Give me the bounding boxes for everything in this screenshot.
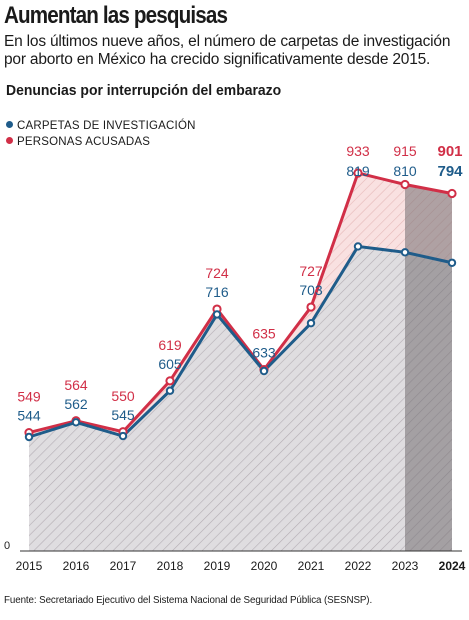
point-carpetas-2023: [400, 248, 410, 257]
data-label-carpetas-2021: 703: [299, 282, 323, 298]
data-label-carpetas-2022: 819: [346, 163, 370, 179]
data-label-carpetas-2018: 605: [158, 356, 182, 372]
x-tick-label-2020: 2020: [251, 559, 278, 573]
chart-title-text: Denuncias por interrupción del embarazo: [6, 82, 282, 99]
x-tick-label-2015: 2015: [16, 559, 43, 573]
x-tick-label-2023: 2023: [392, 559, 419, 573]
point-acusadas-2023: [400, 179, 410, 190]
y-tick-label-0: 0: [4, 540, 10, 552]
data-label-carpetas-2024: 794: [437, 163, 463, 180]
point-carpetas-2024: [447, 258, 457, 267]
data-label-acusadas-2022: 933: [346, 143, 370, 159]
point-acusadas-2021: [306, 302, 316, 312]
point-carpetas-2018: [165, 386, 175, 395]
legend-marker-carpetas: [6, 121, 13, 128]
data-label-acusadas-2020: 635: [252, 326, 276, 342]
highlight-band-2024-overlay: [405, 184, 452, 551]
point-carpetas-2017: [118, 431, 128, 441]
x-tick-label-2018: 2018: [157, 559, 184, 573]
data-label-carpetas-2015: 544: [17, 408, 41, 424]
point-carpetas-2015: [24, 432, 34, 442]
data-label-acusadas-2024: 901: [437, 143, 462, 160]
legend-item-carpetas: CARPETAS DE INVESTIGACIÓN: [6, 120, 196, 132]
point-acusadas-2018: [165, 376, 175, 386]
data-label-acusadas-2019: 724: [205, 265, 229, 281]
data-label-acusadas-2018: 619: [158, 337, 182, 353]
data-label-acusadas-2017: 550: [111, 388, 135, 404]
legend-item-acusadas: PERSONAS ACUSADAS: [6, 136, 150, 148]
line-personas-acusadas: [28, 171, 453, 435]
data-label-carpetas-2020: 633: [252, 345, 276, 361]
data-label-carpetas-2023: 810: [393, 163, 417, 179]
area-between-series: [29, 173, 452, 437]
source-note: Fuente: Secretariado Ejecutivo del Siste…: [4, 595, 373, 606]
legend-label-acusadas: PERSONAS ACUSADAS: [17, 136, 151, 148]
data-label-acusadas-2016: 564: [64, 377, 88, 393]
point-acusadas-2022: [353, 168, 363, 178]
legend-marker-acusadas: [6, 137, 13, 144]
legend-label-carpetas: CARPETAS DE INVESTIGACIÓN: [17, 120, 196, 132]
x-tick-label-2017: 2017: [110, 559, 137, 573]
page-subtitle: En los últimos nueve años, el número de …: [4, 33, 451, 68]
data-label-carpetas-2016: 562: [64, 396, 88, 412]
point-carpetas-2021: [306, 318, 316, 328]
x-tick-label-2024: 2024: [439, 559, 466, 573]
data-label-acusadas-2021: 727: [299, 263, 323, 279]
point-carpetas-2016: [71, 418, 81, 427]
x-tick-label-2019: 2019: [204, 559, 231, 573]
point-carpetas-2019: [212, 310, 222, 319]
point-carpetas-2020: [259, 366, 269, 376]
point-acusadas-2024: [447, 188, 457, 199]
data-label-carpetas-2017: 545: [111, 407, 135, 423]
data-label-acusadas-2023: 915: [393, 143, 417, 159]
x-tick-label-2022: 2022: [345, 559, 372, 573]
chart-title: Denuncias por interrupción del embarazo: [6, 82, 281, 100]
data-label-carpetas-2019: 716: [205, 284, 229, 300]
point-carpetas-2022: [353, 242, 363, 251]
x-tick-label-2016: 2016: [63, 559, 90, 573]
page-title: Aumentan las pesquisas: [4, 2, 228, 29]
area-carpetas: [29, 246, 452, 551]
line-carpetas: [28, 244, 453, 439]
x-tick-label-2021: 2021: [298, 559, 325, 573]
data-label-acusadas-2015: 549: [17, 389, 41, 405]
